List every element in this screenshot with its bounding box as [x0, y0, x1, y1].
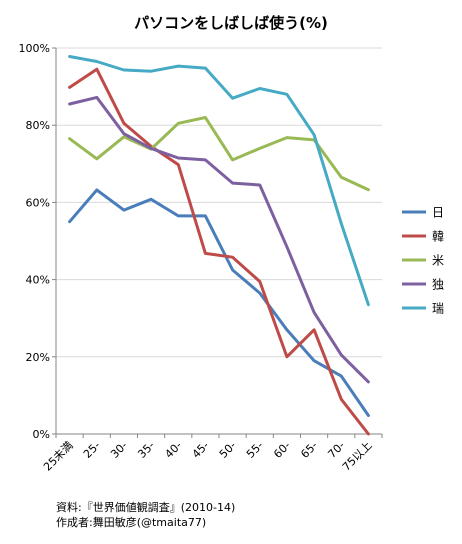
x-tick-label: 50- — [217, 439, 239, 461]
series-line — [68, 55, 370, 307]
legend-label: 米 — [432, 254, 444, 268]
series-line — [68, 67, 370, 436]
y-tick-label: 40% — [26, 274, 50, 287]
axes: 0% 20% 40% 60% 80% 100% 25未満 25- 30- 35- 40- 45- 50-… — [19, 42, 383, 474]
x-tick-label: 35- — [135, 439, 157, 461]
x-tick-label: 25未満 — [41, 439, 76, 474]
y-tick-label: 80% — [26, 119, 50, 132]
x-tick-label: 40- — [162, 439, 184, 461]
x-tick-label: 70- — [325, 439, 347, 461]
x-tick-label: 55- — [244, 439, 266, 461]
legend-label: 瑞 — [432, 302, 444, 316]
series-line — [68, 188, 370, 417]
x-tick-label: 65- — [298, 439, 320, 461]
x-tick-label: 75以上 — [340, 439, 375, 474]
series-line — [68, 116, 370, 192]
chart-title: パソコンをしばしば使う(%) — [134, 14, 328, 32]
author-note: 作成者:舞田敏彦(@tmaita77) — [56, 516, 207, 529]
legend-label: 独 — [432, 278, 444, 292]
x-tick-label: 60- — [271, 439, 293, 461]
x-tick-label: 25- — [81, 439, 103, 461]
legend-label: 日 — [432, 206, 444, 220]
y-tick-label: 20% — [26, 351, 50, 364]
series-lines — [68, 55, 370, 436]
series-line — [68, 95, 370, 384]
y-tick-label: 60% — [26, 196, 50, 209]
x-tick-label: 30- — [108, 439, 130, 461]
legend-label: 韓 — [432, 230, 444, 244]
x-tick-label: 45- — [190, 439, 212, 461]
y-tick-label: 0% — [33, 428, 50, 441]
source-note: 資料:『世界価値観調査』(2010-14) — [56, 501, 236, 514]
y-tick-label: 100% — [19, 42, 50, 55]
gridlines — [56, 47, 382, 358]
